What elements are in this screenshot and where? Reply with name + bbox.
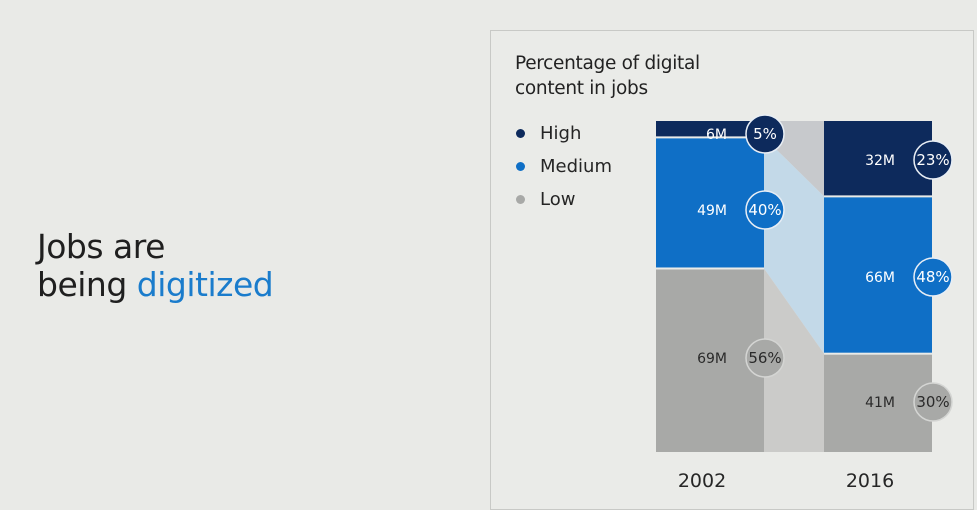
bar-segment-2002-high (656, 121, 764, 137)
count-label-2002-medium: 49M (697, 203, 727, 219)
legend-label-low: Low (540, 189, 576, 210)
chart-title-line-2: content in jobs (515, 78, 648, 99)
chart-title-line-1: Percentage of digital (515, 53, 700, 74)
pct-label-2002-low: 56% (748, 349, 781, 367)
count-label-2016-low: 41M (865, 395, 895, 411)
x-tick-label-2016: 2016 (846, 470, 894, 492)
pct-badge-2002-high (745, 114, 785, 154)
connector-medium (764, 137, 824, 354)
headline-line-2: being digitized (37, 265, 274, 304)
legend-label-medium: Medium (540, 156, 612, 177)
headline-line-1: Jobs are (37, 227, 165, 266)
slide-headline: Jobs are being digitized (37, 227, 274, 304)
bar-segment-2002-medium (656, 138, 764, 268)
pct-badge-2002-low (745, 338, 785, 378)
count-label-2016-high: 32M (865, 153, 895, 169)
legend-label-high: High (540, 123, 582, 144)
pct-label-2016-medium: 48% (916, 268, 949, 286)
pct-label-2016-high: 23% (916, 151, 949, 169)
headline-plain-text: being (37, 265, 137, 304)
pct-label-2002-high: 5% (753, 125, 777, 143)
legend-item-low: Low (516, 183, 612, 216)
legend-dot-medium-icon (516, 162, 525, 171)
chart-title: Percentage of digital content in jobs (515, 51, 700, 101)
legend-dot-high-icon (516, 129, 525, 138)
pct-label-2002-medium: 40% (748, 201, 781, 219)
connector-low (764, 268, 824, 452)
pct-badge-2016-medium (913, 257, 953, 297)
legend-item-high: High (516, 117, 612, 150)
legend-dot-low-icon (516, 195, 525, 204)
chart-legend: High Medium Low (516, 117, 612, 216)
count-label-2016-medium: 66M (865, 270, 895, 286)
legend-item-medium: Medium (516, 150, 612, 183)
count-label-2002-high: 6M (706, 127, 727, 143)
pct-badge-2016-high (913, 140, 953, 180)
count-label-2002-low: 69M (697, 351, 727, 367)
headline-accent-text: digitized (136, 265, 274, 304)
pct-badge-2016-low (913, 382, 953, 422)
pct-badge-2002-medium (745, 190, 785, 230)
pct-label-2016-low: 30% (916, 393, 949, 411)
x-tick-label-2002: 2002 (678, 470, 726, 492)
